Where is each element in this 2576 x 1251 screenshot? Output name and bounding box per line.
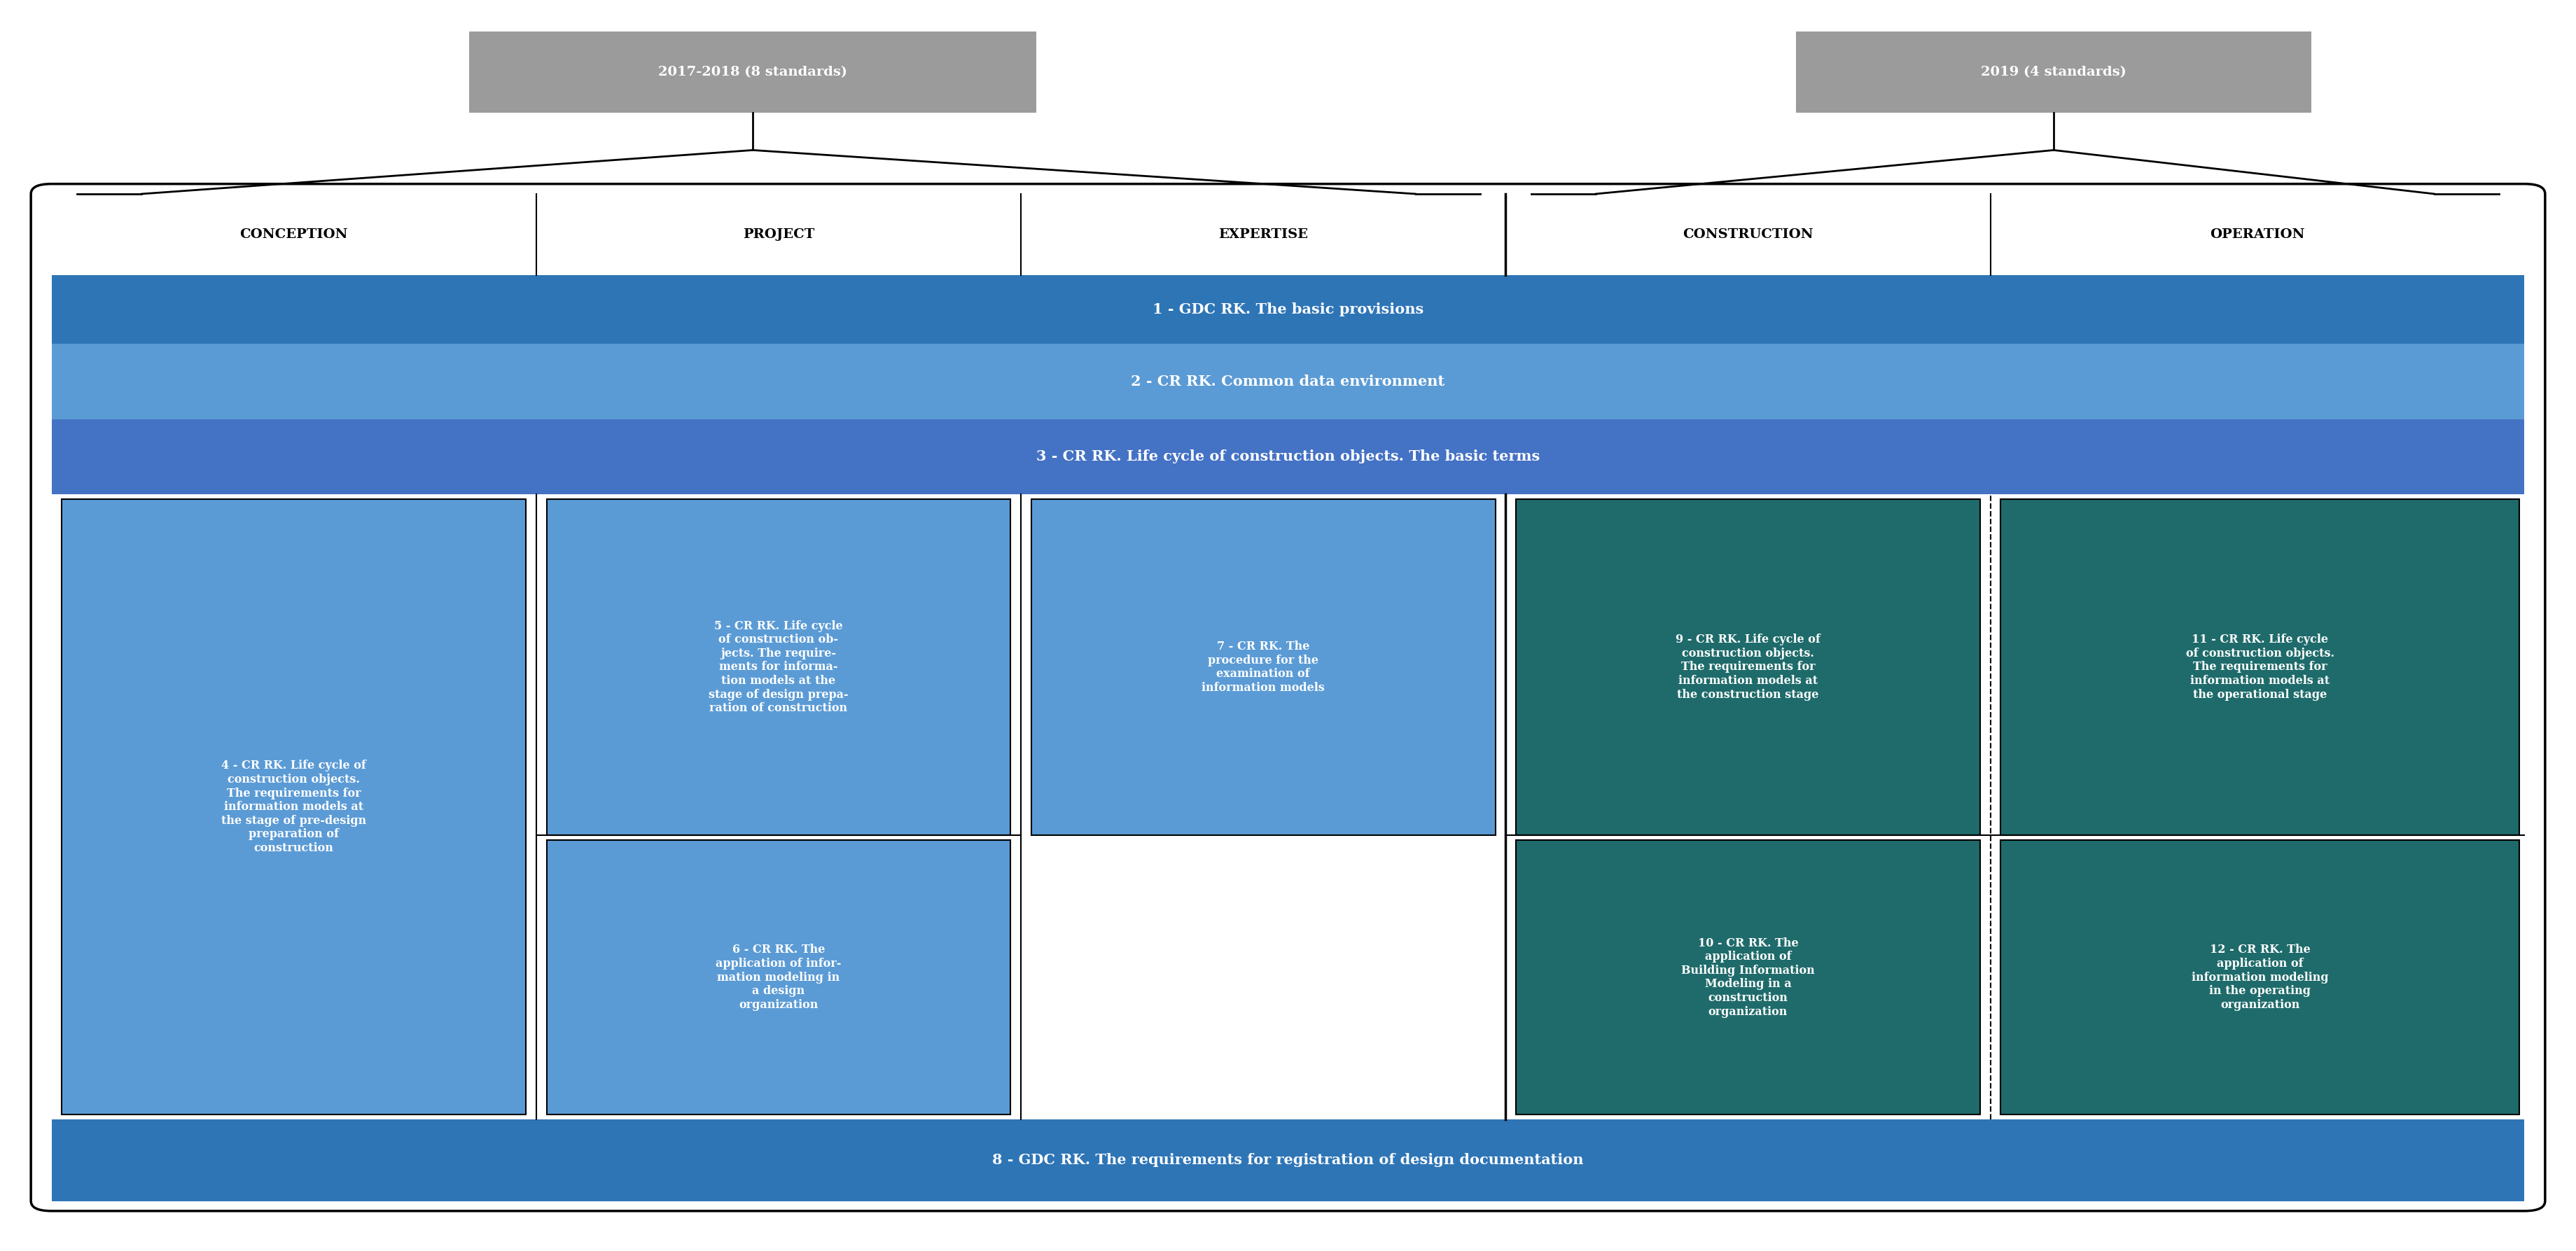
Text: 3 - CR RK. Life cycle of construction objects. The basic terms: 3 - CR RK. Life cycle of construction ob… <box>1036 449 1540 464</box>
Bar <box>52 275 2524 344</box>
Text: OPERATION: OPERATION <box>2210 228 2306 241</box>
Text: 9 - CR RK. Life cycle of
construction objects.
The requirements for
information : 9 - CR RK. Life cycle of construction ob… <box>1674 634 1821 701</box>
Text: 4 - CR RK. Life cycle of
construction objects.
The requirements for
information : 4 - CR RK. Life cycle of construction ob… <box>222 759 366 854</box>
Text: 2019 (4 standards): 2019 (4 standards) <box>1981 65 2125 79</box>
Bar <box>52 494 2524 1120</box>
Bar <box>52 344 2524 419</box>
Bar <box>2002 841 2519 1115</box>
Bar <box>469 31 1036 113</box>
Bar <box>62 499 526 1115</box>
Bar <box>1515 841 1981 1115</box>
Bar <box>52 419 2524 494</box>
Text: 7 - CR RK. The
procedure for the
examination of
information models: 7 - CR RK. The procedure for the examina… <box>1203 641 1324 693</box>
Text: 6 - CR RK. The
application of infor-
mation modeling in
a design
organization: 6 - CR RK. The application of infor- mat… <box>716 945 842 1011</box>
Text: CONSTRUCTION: CONSTRUCTION <box>1682 228 1814 241</box>
Text: CONCEPTION: CONCEPTION <box>240 228 348 241</box>
Text: 8 - GDC RK. The requirements for registration of design documentation: 8 - GDC RK. The requirements for registr… <box>992 1153 1584 1167</box>
Text: PROJECT: PROJECT <box>742 228 814 241</box>
Text: 2 - CR RK. Common data environment: 2 - CR RK. Common data environment <box>1131 374 1445 389</box>
Bar <box>2002 499 2519 836</box>
Bar <box>546 841 1010 1115</box>
Text: EXPERTISE: EXPERTISE <box>1218 228 1309 241</box>
Bar <box>1795 31 2311 113</box>
Bar <box>1030 499 1494 836</box>
Text: 11 - CR RK. Life cycle
of construction objects.
The requirements for
information: 11 - CR RK. Life cycle of construction o… <box>2187 634 2334 701</box>
Text: 5 - CR RK. Life cycle
of construction ob-
jects. The require-
ments for informa-: 5 - CR RK. Life cycle of construction ob… <box>708 620 848 714</box>
Bar <box>546 499 1010 836</box>
Bar <box>1515 499 1981 836</box>
Text: 10 - CR RK. The
application of
Building Information
Modeling in a
construction
o: 10 - CR RK. The application of Building … <box>1682 937 1814 1017</box>
Text: 12 - CR RK. The
application of
information modeling
in the operating
organizatio: 12 - CR RK. The application of informati… <box>2192 945 2329 1011</box>
Bar <box>52 194 2524 275</box>
Text: 1 - GDC RK. The basic provisions: 1 - GDC RK. The basic provisions <box>1151 303 1425 317</box>
Bar <box>52 1120 2524 1201</box>
Text: 2017-2018 (8 standards): 2017-2018 (8 standards) <box>659 65 848 79</box>
